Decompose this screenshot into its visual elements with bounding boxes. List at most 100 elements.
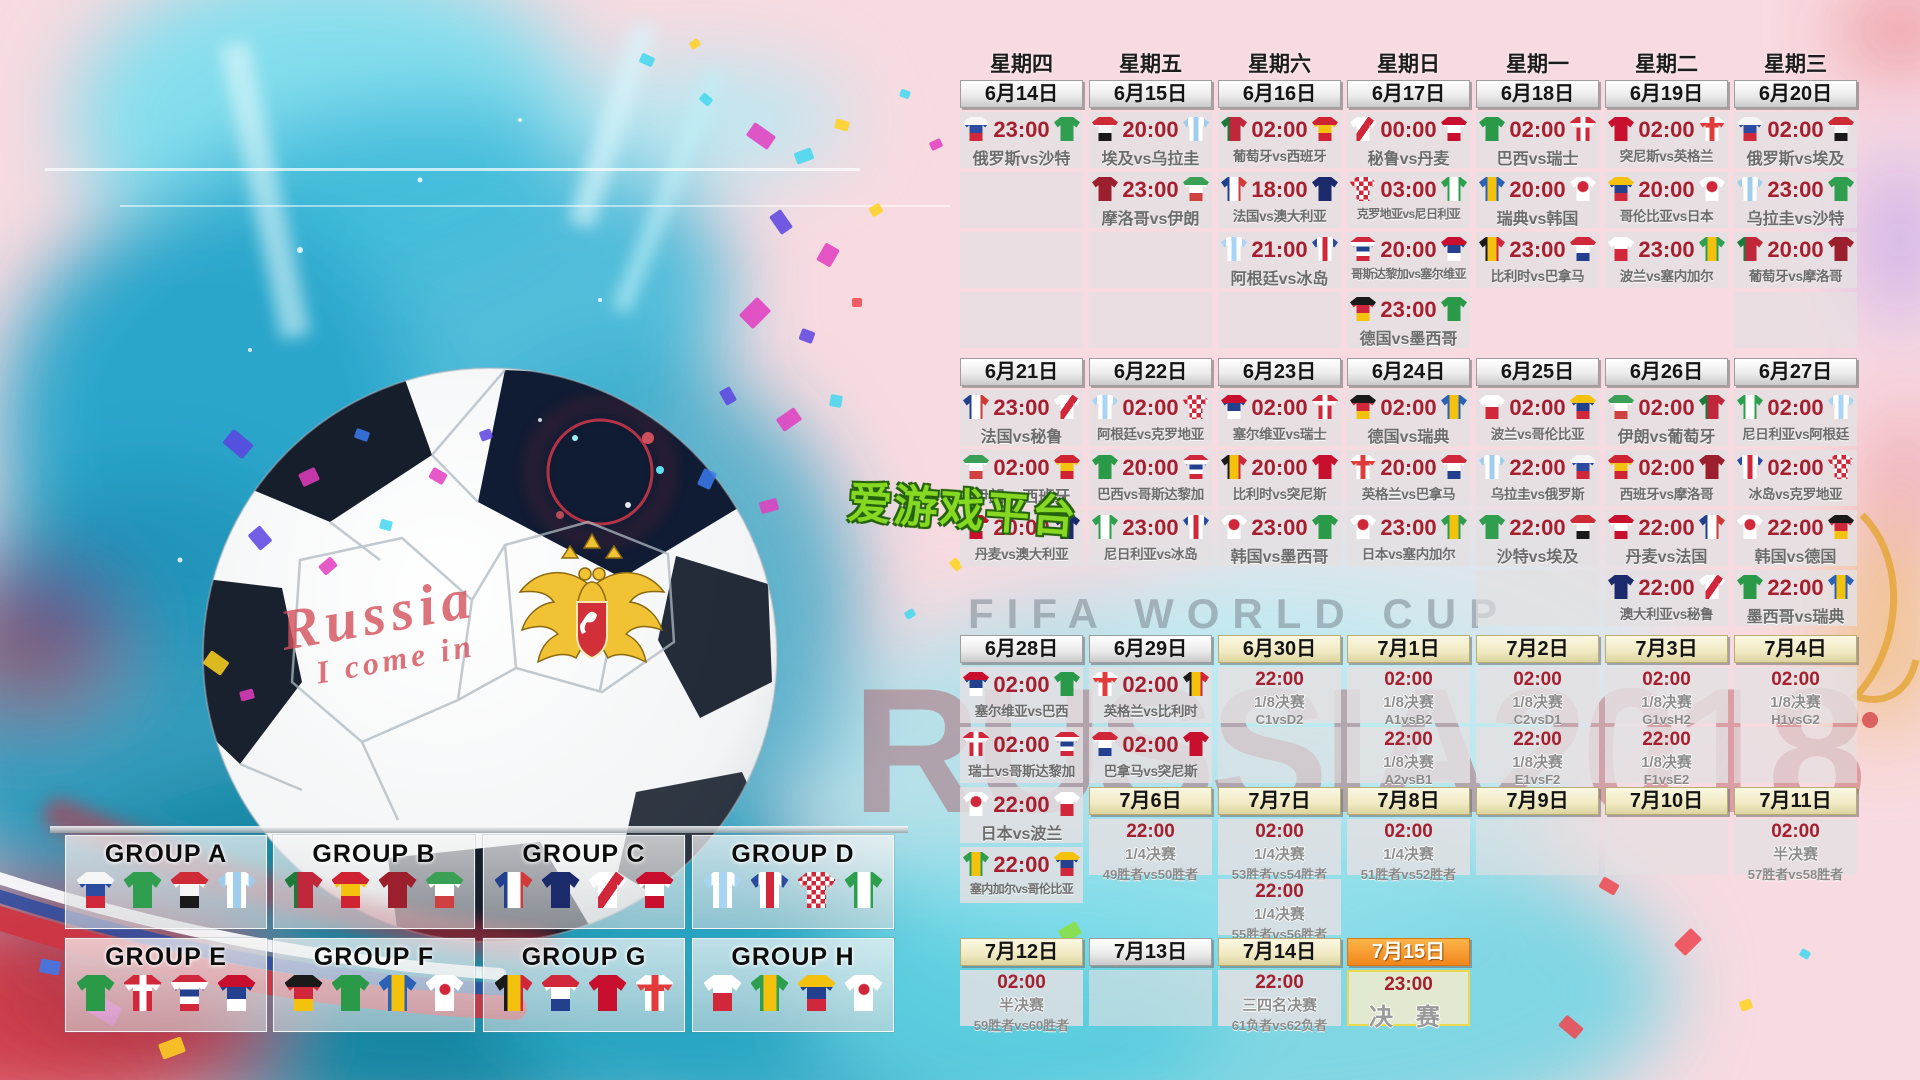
match-cell: 23:00 乌拉圭vs沙特 [1734,172,1857,228]
stage-label: 三四名决赛 [1241,997,1317,1014]
match-teams: 比利时vs突尼斯 [1232,487,1327,502]
match-teams: A1vsB2 [1384,712,1433,727]
match-teams: 法国vs澳大利亚 [1232,209,1327,224]
date-header: 7月12日 [960,938,1083,966]
empty-cell [1089,292,1212,348]
day-column: 6月30日 22:00 1/8决赛 C1vsD2 7月7日 02:00 1/4决赛 53胜者v… [1218,635,1341,942]
jersey-icon [331,975,370,1011]
match-teams: 尼日利亚vs冰岛 [1103,547,1198,562]
day-column: 6月26日 02:00 伊朗vs葡萄牙 02:00 西班牙vs摩洛哥 22:00 丹麦vs法… [1605,358,1728,626]
empty-cell [1089,970,1212,1026]
match-time: 20:00 [1122,455,1179,480]
jersey-icon [797,975,836,1011]
match-time: 02:00 [1638,455,1695,480]
group-jerseys [284,872,464,908]
match-time: 20:00 [1251,455,1308,480]
date-header: 6月23日 [1218,358,1341,386]
match-cell: 22:00 塞内加尔vs哥伦比亚 [960,847,1083,903]
day-column: 7月4日 02:00 1/8决赛 H1vsG2 7月11日 02:00 半决赛 57胜者vs5… [1734,635,1857,882]
match-cell: 20:00 哥斯达黎加vs塞尔维亚 [1347,232,1470,288]
match-teams: 摩洛哥vs伊朗 [1101,211,1200,228]
match-time: 22:00 [1638,515,1695,540]
match-teams: 尼日利亚vs阿根廷 [1742,427,1849,442]
match-teams: 英格兰vs巴拿马 [1361,487,1456,502]
empty-cell [1089,232,1212,288]
match-teams: 俄罗斯vs埃及 [1746,151,1845,168]
match-time: 22:00 [1767,575,1824,600]
match-cell: 22:00 日本vs波兰 [960,787,1083,843]
match-time: 23:00 [1380,297,1437,322]
group-box: GROUP G [483,938,685,1032]
match-teams: 巴西vs哥斯达黎加 [1097,487,1204,502]
knockout-cell: 22:00 三四名决赛 61负者vs62负者 [1218,970,1341,1033]
group-box: GROUP F [273,938,475,1032]
match-teams: 俄罗斯vs沙特 [972,151,1071,168]
match-cell: 02:00 瑞士vs哥斯达黎加 [960,727,1083,783]
match-cell: 22:00 澳大利亚vs秘鲁 [1605,570,1728,626]
match-cell: 02:00 尼日利亚vs阿根廷 [1734,390,1857,446]
weekday-row: 星期四 星期五 星期六 星期日 星期一 星期二 星期三 [960,48,1857,78]
date-header: 7月8日 [1347,787,1470,815]
match-time: 02:00 [1384,821,1433,842]
match-teams: 57胜者vs58胜者 [1747,867,1844,882]
match-teams: 丹麦vs法国 [1625,549,1708,566]
day-column: 6月24日 02:00 德国vs瑞典 20:00 英格兰vs巴拿马 23:00 日本vs塞内… [1347,358,1470,566]
stage-label: 决 赛 [1369,1004,1448,1031]
calendar-week-block: 6月28日 02:00 塞尔维亚vs巴西 02:00 瑞士vs哥斯达黎加 22:00 日本v… [960,635,1857,942]
jersey-icon [123,872,162,908]
stage-label: 半决赛 [998,997,1044,1014]
date-header: 6月22日 [1089,358,1212,386]
match-teams: 塞尔维亚vs瑞士 [1232,427,1327,442]
match-cell: 20:00 巴西vs哥斯达黎加 [1089,450,1212,506]
day-column: 7月12日 02:00 半决赛 59胜者vs60胜者 [960,938,1083,1033]
match-cell: 03:00 克罗地亚vs尼日利亚 [1347,172,1470,228]
date-header: 7月4日 [1734,635,1857,663]
weekday-label: 星期四 [990,53,1053,76]
date-header: 6月18日 [1476,80,1599,108]
day-column: 7月1日 02:00 1/8决赛 A1vsB2 22:00 1/8决赛 A2vsB1 7月8日… [1347,635,1470,882]
divider-line [45,168,860,171]
match-teams: 伊朗vs葡萄牙 [1617,429,1716,446]
match-time: 23:00 [993,117,1050,142]
match-time: 23:00 [1122,177,1179,202]
match-teams: 阿根廷vs克罗地亚 [1097,427,1204,442]
match-time: 02:00 [1771,821,1820,842]
empty-cell [1476,819,1599,875]
match-time: 22:00 [993,792,1050,817]
match-teams: 伊朗vs西班牙 [972,489,1071,506]
gold-ornament [1849,512,1920,703]
date-header: 6月24日 [1347,358,1470,386]
group-label: GROUP H [731,943,855,971]
match-teams: 墨西哥vs瑞典 [1746,609,1845,626]
calendar-week-block: 6月14日 23:00 俄罗斯vs沙特 6月15日 20:00 埃及vs乌拉圭 23:00 摩… [960,80,1857,348]
match-cell: 23:00 俄罗斯vs沙特 [960,112,1083,168]
match-time: 22:00 [1255,881,1304,902]
match-teams: 克罗地亚vs尼日利亚 [1356,207,1461,221]
fifa-watermark: FIFA WORLD CUP [968,590,1511,637]
jersey-icon [494,872,533,908]
match-teams: 塞尔维亚vs巴西 [974,704,1069,719]
match-time: 02:00 [1122,732,1179,757]
empty-cell [960,232,1083,288]
date-header: 7月6日 [1089,787,1212,815]
jersey-icon [750,975,789,1011]
date-header: 6月16日 [1218,80,1341,108]
match-teams: 波兰vs塞内加尔 [1619,269,1714,284]
stage-label: 半决赛 [1772,846,1818,863]
match-time: 02:00 [1509,117,1566,142]
match-teams: 阿根廷vs冰岛 [1230,271,1329,288]
group-jerseys [703,975,883,1011]
match-time: 02:00 [1380,395,1437,420]
date-header: 7月10日 [1605,787,1728,815]
match-teams: 葡萄牙vs西班牙 [1232,149,1327,164]
match-time: 22:00 [1255,669,1304,690]
jersey-icon [750,872,789,908]
match-time: 23:00 [1638,237,1695,262]
jersey-icon [217,975,256,1011]
jersey-icon [635,975,674,1011]
stage-label: 1/4决赛 [1125,846,1176,863]
match-time: 20:00 [1509,177,1566,202]
match-cell: 20:00 瑞典vs韩国 [1476,172,1599,228]
match-cell: 02:00 俄罗斯vs埃及 [1734,112,1857,168]
jersey-icon [425,872,464,908]
